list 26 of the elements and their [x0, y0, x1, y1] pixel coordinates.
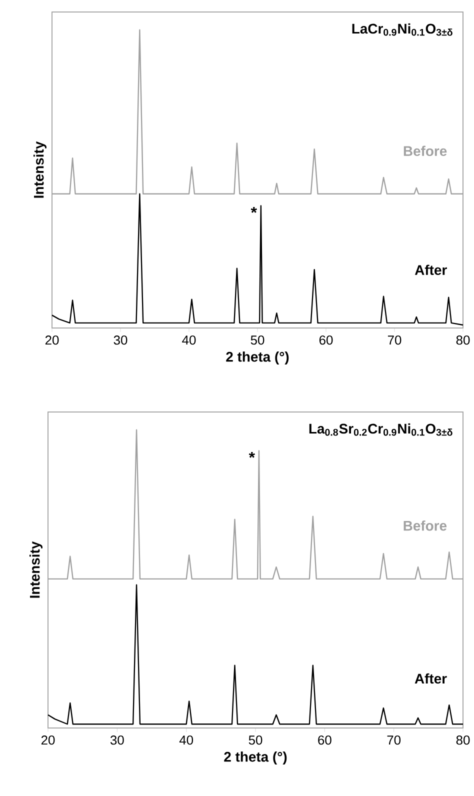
series-label: After — [415, 673, 448, 684]
x-tick-label: 60 — [318, 736, 332, 745]
x-tick-label: 40 — [180, 736, 194, 745]
series-label: Before — [404, 520, 447, 531]
x-tick-label: 30 — [110, 736, 124, 745]
x-tick-label: 30 — [114, 336, 128, 345]
x-tick-label: 20 — [42, 736, 55, 745]
x-tick-label: 70 — [388, 336, 402, 345]
annotation: * — [249, 452, 256, 458]
y-axis-title: Intensity — [34, 141, 47, 198]
y-axis-title: Intensity — [30, 541, 43, 598]
x-tick-label: 20 — [46, 336, 59, 345]
x-tick-label: 80 — [456, 736, 470, 745]
x-tick-label: 70 — [388, 736, 401, 745]
series-label: After — [415, 264, 448, 275]
x-tick-label: 80 — [456, 336, 470, 345]
x-tick-label: 50 — [249, 736, 262, 745]
x-tick-label: 50 — [251, 336, 264, 345]
chart-title: La$_{0.8}$Sr$_{0.2}$Cr$_{0.9}$Ni$_{0.1}$O$_{3±δ}$ — [310, 423, 453, 436]
x-tick-label: 40 — [182, 336, 196, 345]
annotation: * — [251, 206, 258, 213]
x-axis-title: 2 theta (°) — [224, 752, 287, 765]
chart-title: LaCr$_{0.9}$Ni$_{0.1}$O$_{3±δ}$ — [352, 23, 453, 36]
x-tick-label: 60 — [320, 336, 333, 345]
series-label: Before — [404, 146, 447, 156]
x-axis-title: 2 theta (°) — [226, 352, 289, 365]
